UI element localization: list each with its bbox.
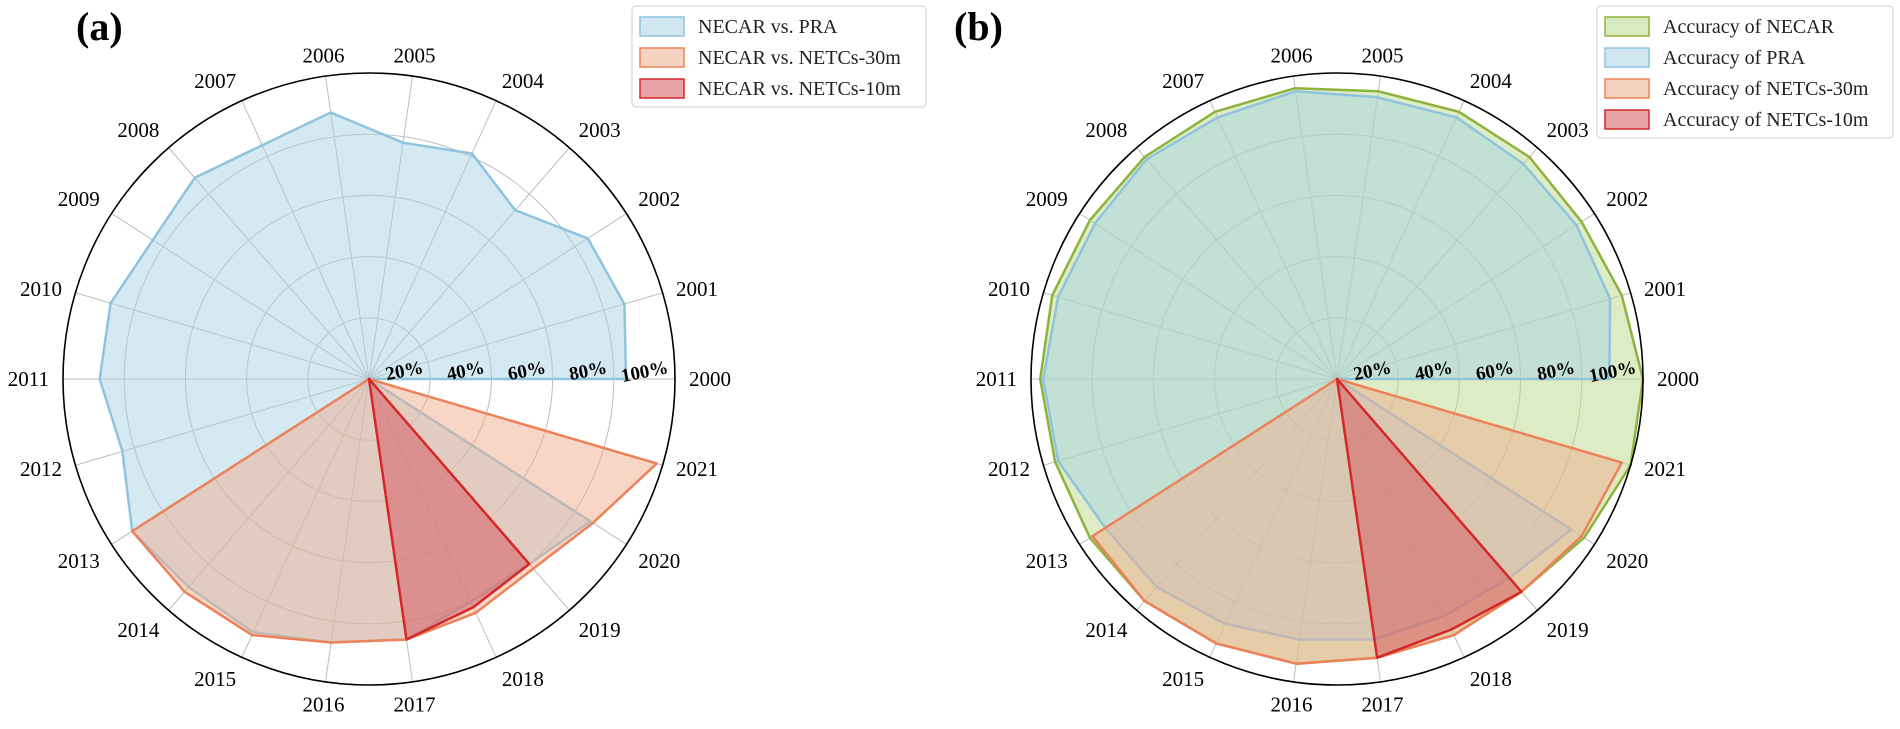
radial-tick-label: 100% — [619, 357, 670, 387]
category-label: 2011 — [8, 367, 49, 391]
category-label: 2014 — [117, 618, 160, 642]
legend-swatch — [639, 16, 685, 37]
category-label: 2021 — [676, 457, 718, 481]
category-label: 2003 — [1547, 118, 1589, 142]
category-label: 2001 — [1644, 277, 1686, 301]
category-label: 2017 — [1362, 693, 1404, 717]
radar-panel-1: (a)20% 40% 60% 80% 100% 200020012002200320042… — [8, 4, 927, 717]
category-label: 2015 — [1162, 667, 1204, 691]
category-label: 2007 — [1162, 69, 1204, 93]
category-label: 2006 — [1271, 43, 1313, 67]
legend-swatch — [1604, 47, 1650, 68]
category-label: 2005 — [1362, 43, 1404, 67]
series-area-3 — [367, 377, 531, 641]
legend: NECAR vs. PRA NECAR vs. NETCs-30m NECAR vs… — [631, 5, 927, 108]
legend-swatch — [1604, 16, 1650, 37]
category-label: 2015 — [194, 667, 236, 691]
category-label: 2016 — [303, 693, 345, 717]
category-label: 2009 — [1026, 187, 1068, 211]
outer-frame — [62, 72, 676, 686]
legend-frame — [1596, 5, 1894, 139]
legend-entry: NECAR vs. NETCs-10m — [698, 78, 901, 100]
legend-swatch — [639, 78, 685, 99]
panel-label: (a) — [76, 4, 123, 49]
category-label: 2021 — [1644, 457, 1686, 481]
legend-swatch — [1604, 78, 1650, 99]
series-area-4 — [1335, 377, 1523, 659]
category-label: 2008 — [117, 118, 159, 142]
category-label: 2008 — [1085, 118, 1127, 142]
category-label: 2018 — [1470, 667, 1512, 691]
category-label: 2018 — [502, 667, 544, 691]
category-label: 2019 — [579, 618, 621, 642]
category-label: 2010 — [988, 277, 1030, 301]
outer-frame — [1030, 72, 1644, 686]
category-label: 2011 — [976, 367, 1017, 391]
category-label: 2002 — [638, 187, 680, 211]
category-label: 2003 — [579, 118, 621, 142]
radar-panel-2: (b)20% 40% 60% 80% 100% 200020012002200320042… — [954, 4, 1894, 717]
category-label: 2014 — [1085, 618, 1128, 642]
category-label: 2002 — [1606, 187, 1648, 211]
category-label: 2004 — [1470, 69, 1513, 93]
category-label: 2013 — [58, 549, 100, 573]
legend-entry: Accuracy of NETCs-30m — [1663, 78, 1869, 100]
category-label: 2005 — [394, 43, 436, 67]
category-label: 2006 — [303, 43, 345, 67]
category-label: 2001 — [676, 277, 718, 301]
legend-frame — [631, 5, 927, 108]
legend-entry: Accuracy of NECAR — [1663, 16, 1835, 38]
category-label: 2017 — [394, 693, 436, 717]
legend: Accuracy of NECAR Accuracy of PRA Accuracy… — [1596, 5, 1894, 139]
category-label: 2000 — [689, 367, 731, 391]
category-label: 2013 — [1026, 549, 1068, 573]
legend-entry: NECAR vs. PRA — [698, 16, 838, 38]
panel-label: (b) — [954, 4, 1003, 49]
legend-swatch — [639, 47, 685, 68]
category-label: 2019 — [1547, 618, 1589, 642]
category-label: 2012 — [988, 457, 1030, 481]
category-label: 2009 — [58, 187, 100, 211]
legend-entry: Accuracy of NETCs-10m — [1663, 109, 1869, 131]
category-label: 2010 — [20, 277, 62, 301]
category-label: 2016 — [1271, 693, 1313, 717]
legend-swatch — [1604, 109, 1650, 130]
category-label: 2012 — [20, 457, 62, 481]
category-label: 2007 — [194, 69, 236, 93]
category-label: 2004 — [502, 69, 545, 93]
category-label: 2020 — [638, 549, 680, 573]
legend-entry: Accuracy of PRA — [1663, 47, 1806, 69]
legend-entry: NECAR vs. NETCs-30m — [698, 47, 901, 69]
category-label: 2000 — [1657, 367, 1699, 391]
category-label: 2020 — [1606, 549, 1648, 573]
